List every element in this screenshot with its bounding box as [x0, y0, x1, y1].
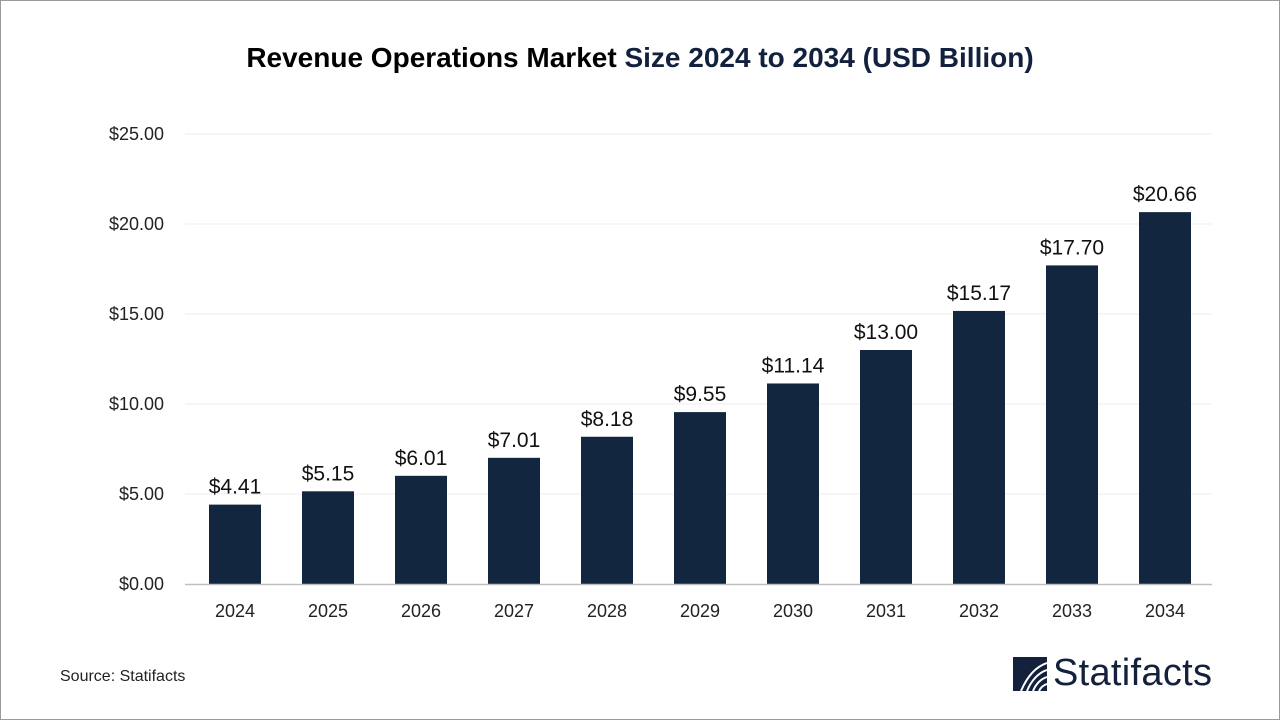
data-label: $11.14: [762, 354, 825, 377]
data-label: $20.66: [1133, 183, 1197, 206]
bar: [1139, 212, 1191, 584]
bar: [395, 475, 447, 584]
x-tick-label: 2025: [308, 601, 348, 621]
data-label: $8.18: [581, 408, 634, 431]
x-tick-label: 2031: [866, 601, 906, 621]
bar: [860, 350, 912, 584]
data-label: $17.70: [1040, 236, 1104, 259]
data-label: $7.01: [488, 429, 541, 452]
data-label: $13.00: [854, 321, 918, 344]
y-tick-label: $5.00: [119, 484, 164, 504]
bar: [302, 491, 354, 584]
y-tick-label: $25.00: [109, 124, 164, 144]
data-label: $6.01: [395, 447, 448, 470]
bar: [581, 436, 633, 584]
data-label: $4.41: [209, 476, 262, 499]
y-tick-label: $15.00: [109, 304, 164, 324]
x-tick-label: 2026: [401, 601, 441, 621]
x-tick-label: 2034: [1145, 601, 1185, 621]
data-label: $9.55: [674, 383, 727, 406]
data-label: $15.17: [947, 282, 1011, 305]
source-note: Source: Statifacts: [60, 668, 186, 685]
bar: [488, 457, 540, 584]
x-tick-label: 2024: [215, 601, 255, 621]
x-tick-label: 2032: [959, 601, 999, 621]
statifacts-logo: Statifacts: [1013, 652, 1212, 695]
y-tick-label: $10.00: [109, 394, 164, 414]
title-part-2: Size 2024 to 2034 (USD Billion): [624, 42, 1034, 73]
y-tick-label: $20.00: [109, 214, 164, 234]
bar: [767, 383, 819, 584]
title-part-1: Revenue Operations Market: [246, 42, 617, 73]
x-tick-label: 2028: [587, 601, 627, 621]
statifacts-logo-icon: [1013, 656, 1047, 691]
bar: [1046, 265, 1098, 584]
chart-title: Revenue Operations Market Size 2024 to 2…: [0, 42, 1280, 74]
x-tick-label: 2030: [773, 601, 813, 621]
x-tick-label: 2033: [1052, 601, 1092, 621]
logo-text: Statifacts: [1053, 652, 1213, 694]
x-tick-label: 2029: [680, 601, 720, 621]
bar: [209, 504, 261, 584]
y-tick-label: $0.00: [119, 574, 164, 594]
x-tick-label: 2027: [494, 601, 534, 621]
bar: [674, 412, 726, 584]
data-label: $5.15: [302, 462, 355, 485]
bar: [953, 310, 1005, 584]
